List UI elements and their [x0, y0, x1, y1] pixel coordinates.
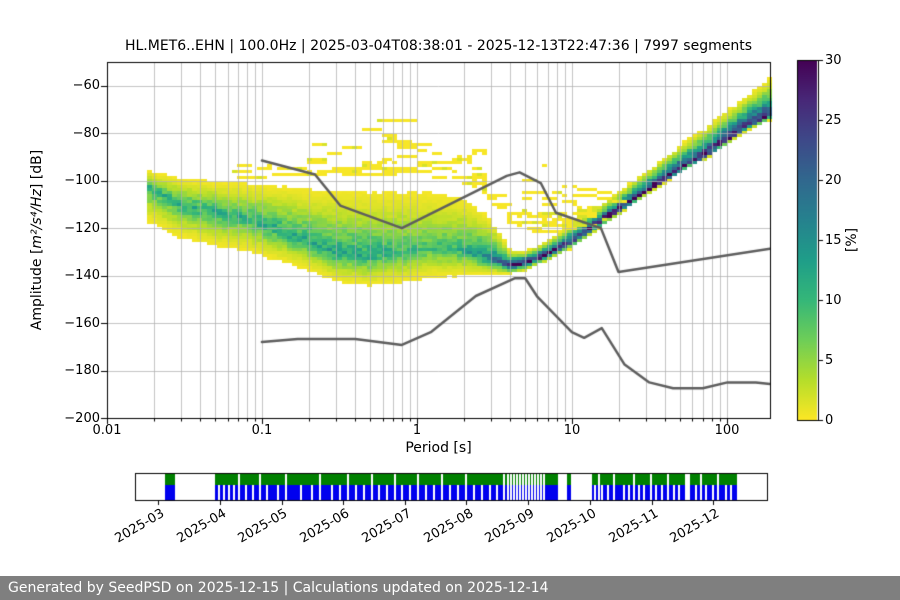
colorbar-unit-label: [%]	[844, 227, 860, 253]
y-axis-label-units: m²/s⁴/Hz	[29, 189, 45, 249]
x-tick-label: 10	[563, 423, 581, 438]
x-tick-label: 100	[714, 423, 740, 438]
colorbar-tick-label: 0	[825, 413, 834, 428]
y-tick-label: −160	[64, 316, 100, 331]
y-tick-label: −60	[72, 78, 100, 93]
footer-text: Generated by SeedPSD on 2025-12-15 | Cal…	[8, 580, 549, 596]
colorbar-tick-label: 30	[825, 53, 842, 68]
y-tick-label: −140	[64, 268, 100, 283]
x-tick-label: 1	[412, 423, 422, 438]
x-tick-label: 0.01	[92, 423, 122, 438]
x-axis-label: Period [s]	[405, 440, 472, 456]
footer-bar: Generated by SeedPSD on 2025-12-15 | Cal…	[0, 576, 900, 600]
colorbar-tick-label: 5	[825, 353, 834, 368]
plot-title: HL.MET6..EHN | 100.0Hz | 2025-03-04T08:3…	[124, 38, 753, 54]
y-tick-label: −200	[64, 411, 100, 426]
y-tick-label: −180	[64, 363, 100, 378]
y-tick-label: −120	[64, 221, 100, 236]
colorbar-tick-label: 15	[825, 233, 842, 248]
colorbar-tick-label: 10	[825, 293, 842, 308]
colorbar-tick-label: 25	[825, 113, 842, 128]
x-tick-label: 0.1	[251, 423, 273, 438]
y-tick-label: −100	[64, 173, 100, 188]
colorbar-tick-label: 20	[825, 173, 842, 188]
y-tick-label: −80	[72, 126, 100, 141]
